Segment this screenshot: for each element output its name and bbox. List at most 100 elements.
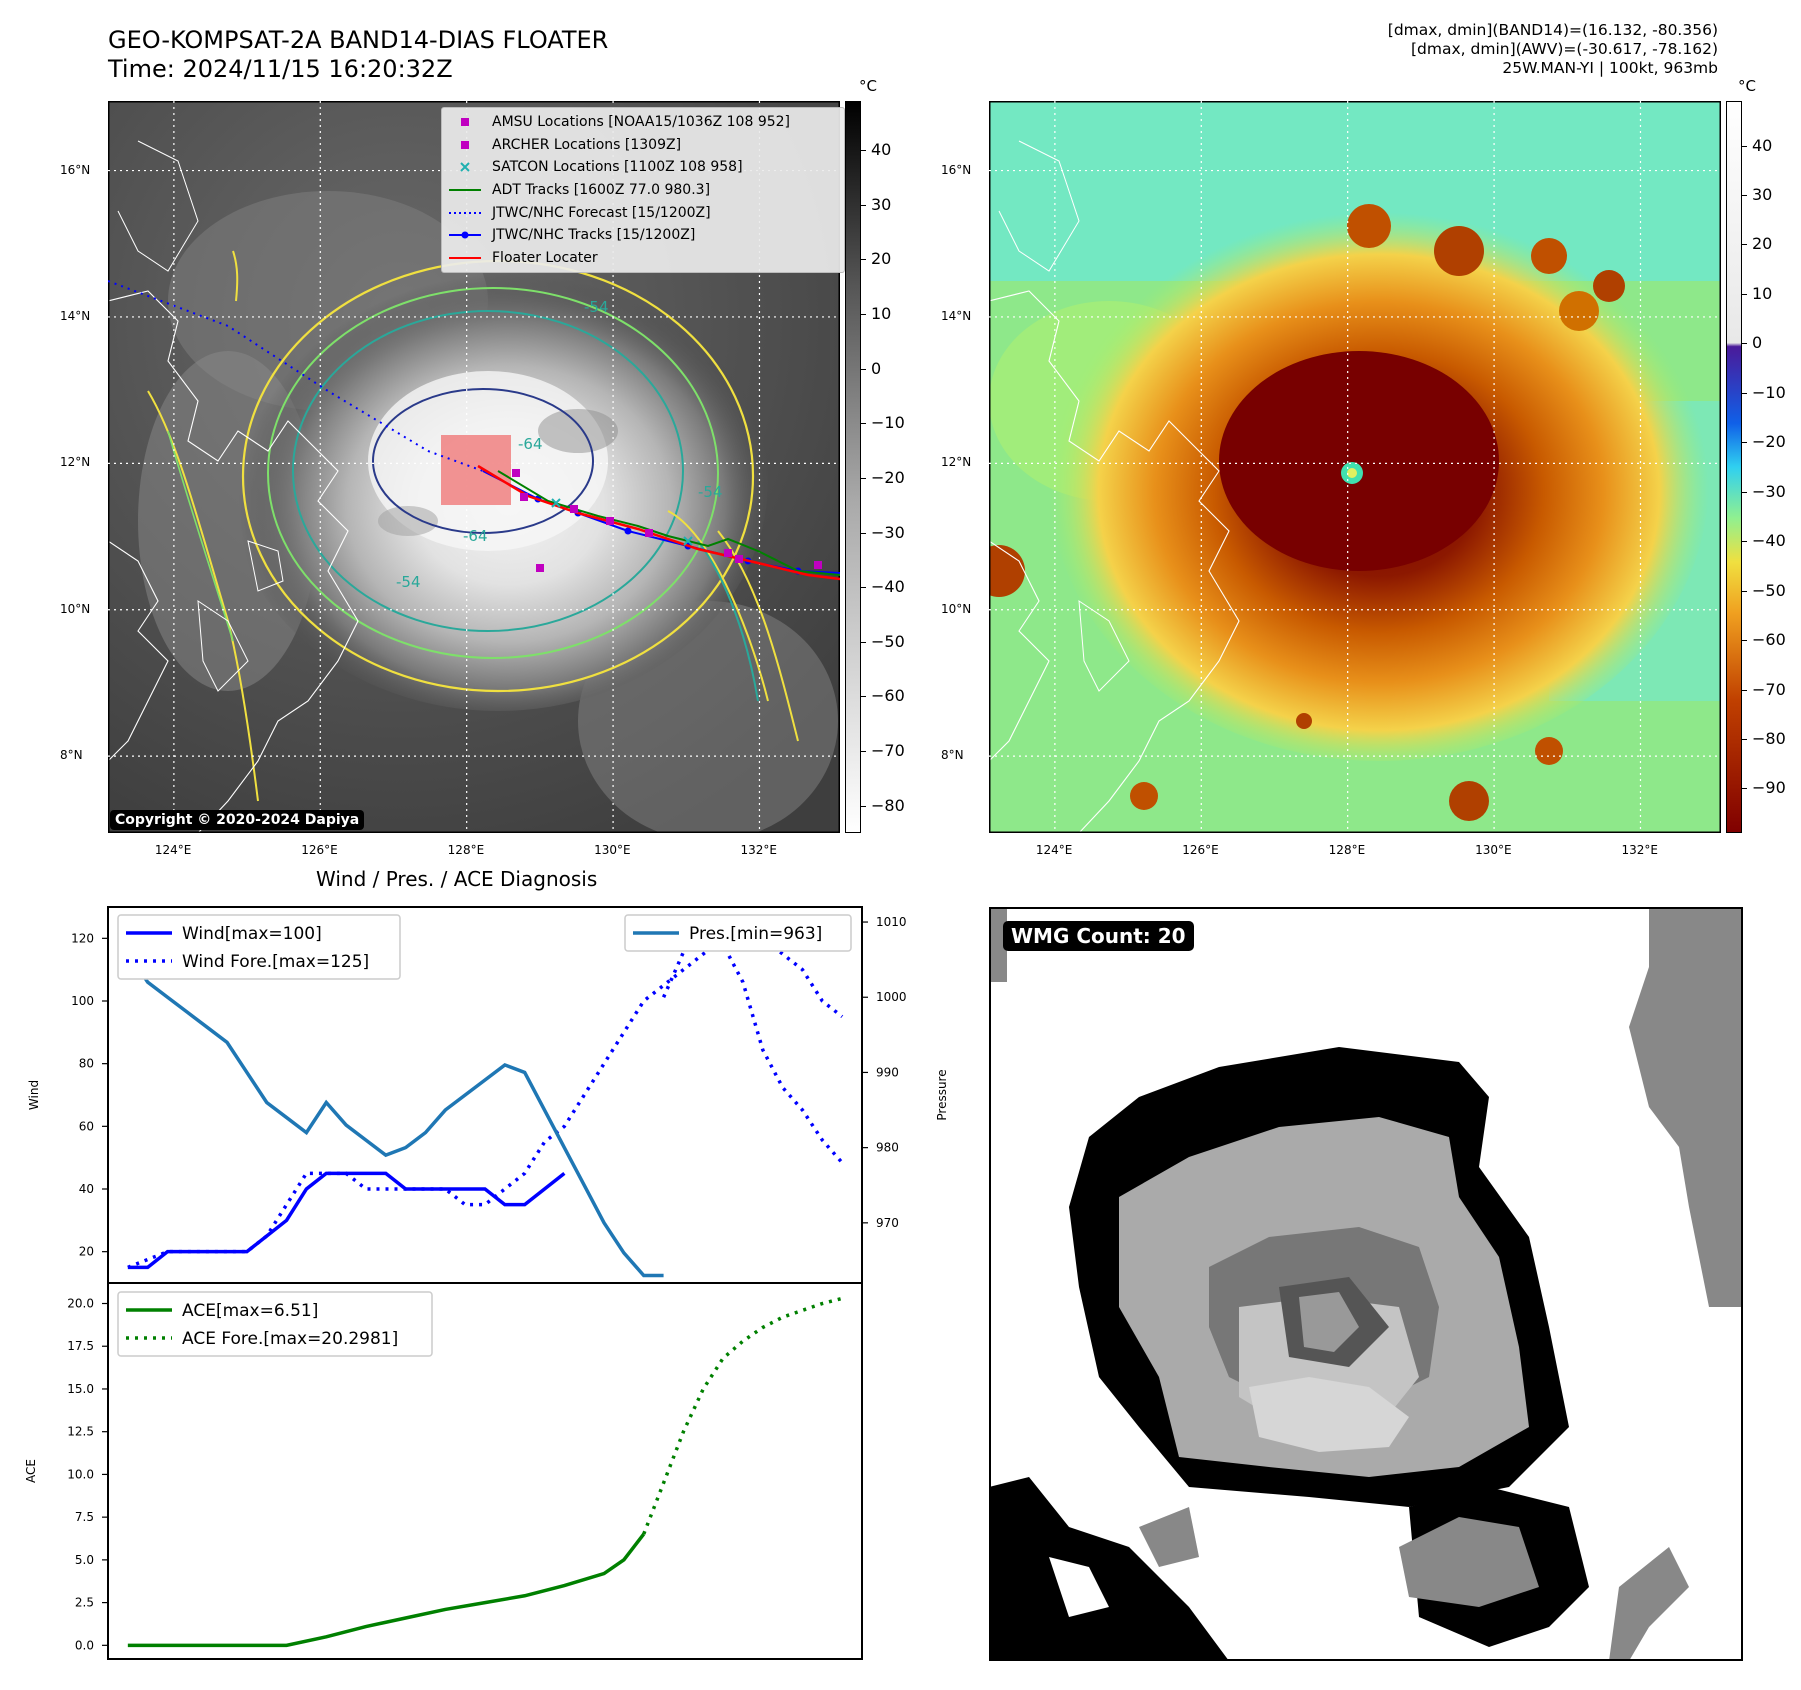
colorbar-tick-label: −60	[1752, 630, 1786, 650]
colorbar-tick-label: 0	[1752, 333, 1763, 353]
colorbar-tick-label: 0	[871, 358, 882, 378]
enhanced-map-lat-label: 12°N	[941, 455, 972, 470]
wind-tick-label: 40	[79, 1182, 94, 1196]
wind-tick-label: 60	[79, 1119, 94, 1133]
enhanced-map-lat-label: 14°N	[941, 308, 972, 323]
enhanced-map-lon-label: 132°E	[1621, 843, 1658, 857]
wind-tick-label: 80	[79, 1057, 94, 1071]
enhanced-map-lat-label: 16°N	[941, 162, 972, 177]
satcon-marker	[551, 498, 561, 508]
colorbar-ir: °C 40 30 20 10 0 −10 −20 −30 −40 −50 −60 −70 −80	[845, 77, 925, 833]
colorbar-tick	[861, 150, 866, 152]
colorbar-tick-label: 40	[1752, 135, 1773, 155]
legend-item: AMSU Locations [NOAA15/1036Z 108 952]	[446, 111, 840, 134]
legend-swatch-line-icon	[449, 189, 481, 192]
contour-label: -54	[396, 573, 421, 591]
ace-line	[127, 1532, 646, 1648]
colorbar-tick	[1742, 145, 1747, 147]
colorbar-ir-scale	[845, 101, 861, 833]
colorbar-enhanced-unit: °C	[1738, 77, 1756, 95]
colorbar-tick	[861, 805, 866, 807]
ir-map-lat-label: 12°N	[60, 455, 91, 470]
ace-tick-label: 2.5	[75, 1596, 94, 1610]
colorbar-tick-label: −20	[1752, 432, 1786, 452]
legend-label: Wind Fore.[max=125]	[182, 952, 369, 972]
colorbar-tick-label: −50	[1752, 580, 1786, 600]
legend-swatch-dotted-icon	[449, 211, 481, 214]
ace-axis-label: ACE	[24, 1459, 38, 1483]
ir-map-lat-label: 16°N	[60, 162, 91, 177]
ace-tick-label: 5.0	[75, 1553, 94, 1567]
colorbar-tick-label: −70	[1752, 679, 1786, 699]
colorbar-tick-label: 40	[871, 140, 892, 160]
pressure-line	[126, 951, 664, 1278]
legend-item: SATCON Locations [1100Z 108 958]	[446, 156, 840, 179]
legend-label: Wind[max=100]	[182, 924, 322, 944]
legend-swatch-x-icon	[460, 162, 470, 173]
diagnosis-chart: 120 100 80 60 40 20 1010 1000 990 980 970 20.0 17.5 1…	[24, 906, 949, 1660]
colorbar-tick	[861, 423, 866, 425]
ir-map-lat-label: 8°N	[60, 748, 83, 763]
colorbar-tick	[1742, 541, 1747, 543]
diagnosis-title: Wind / Pres. / ACE Diagnosis	[316, 867, 598, 891]
colorbar-tick	[861, 314, 866, 316]
ace-tick-label: 12.5	[67, 1425, 94, 1439]
jtwc-track-point	[624, 527, 632, 535]
ir-map-lon-label: 130°E	[594, 843, 631, 857]
enhanced-map-panel	[988, 100, 1722, 834]
colorbar-tick	[1742, 788, 1747, 790]
position-fix-marker	[570, 505, 578, 513]
ace-tick-label: 7.5	[75, 1510, 94, 1524]
colorbar-tick-label: −30	[871, 522, 905, 542]
colorbar-tick	[1742, 293, 1747, 295]
legend-item: JTWC/NHC Forecast [15/1200Z]	[446, 201, 840, 224]
colorbar-ir-unit: °C	[859, 77, 877, 95]
colorbar-tick	[861, 532, 866, 534]
colorbar-tick-label: −30	[1752, 481, 1786, 501]
storm-info: [dmax, dmin](BAND14)=(16.132, -80.356) […	[1388, 21, 1718, 78]
wind-axis-label: Wind	[27, 1080, 41, 1110]
colorbar-tick	[861, 368, 866, 370]
ir-map-lon-label: 128°E	[447, 843, 485, 857]
colorbar-tick-label: −20	[871, 467, 905, 487]
enhanced-map-lon-label: 124°E	[1035, 843, 1073, 857]
ace-legend: ACE[max=6.51] ACE Fore.[max=20.2981]	[117, 1291, 433, 1357]
colorbar-tick	[1742, 343, 1747, 345]
legend-label: JTWC/NHC Forecast [15/1200Z]	[492, 204, 711, 221]
colorbar-tick-label: −40	[1752, 531, 1786, 551]
ace-tick-label: 10.0	[67, 1467, 94, 1481]
legend-label: Pres.[min=963]	[689, 924, 822, 944]
legend-item: JTWC/NHC Tracks [15/1200Z]	[446, 224, 840, 247]
colorbar-tick	[1742, 491, 1747, 493]
colorbar-tick	[1742, 442, 1747, 444]
copyright-badge: Copyright © 2020-2024 Dapiya	[110, 810, 365, 830]
pressure-tick-label: 1010	[876, 915, 907, 929]
colorbar-tick-label: −70	[871, 741, 905, 761]
position-fix-marker	[512, 469, 520, 477]
info-line-2: [dmax, dmin](AWV)=(-30.617, -78.162)	[1411, 40, 1718, 58]
track-overlays: -54 -64 -64 -54 -54	[107, 280, 841, 591]
colorbar-tick	[861, 751, 866, 753]
ace-tick-label: 20.0	[67, 1297, 94, 1311]
chart-title: GEO-KOMPSAT-2A BAND14-DIAS FLOATER Time:…	[108, 26, 608, 84]
ace-axes	[107, 1282, 863, 1660]
wind-line	[127, 1171, 566, 1270]
position-fix-marker	[724, 549, 732, 557]
position-fix-marker	[735, 555, 743, 563]
pressure-tick-label: 990	[876, 1065, 899, 1079]
colorbar-tick-label: −60	[871, 686, 905, 706]
colorbar-tick	[1742, 392, 1747, 394]
ace-tick-label: 15.0	[67, 1382, 94, 1396]
wind-legend: Wind[max=100] Wind Fore.[max=125]	[117, 914, 401, 980]
colorbar-tick-label: −90	[1752, 778, 1786, 798]
title-line-1: GEO-KOMPSAT-2A BAND14-DIAS FLOATER	[108, 26, 609, 54]
title-line-2: Time: 2024/11/15 16:20:32Z	[108, 55, 453, 83]
colorbar-tick-label: −10	[1752, 382, 1786, 402]
map-legend: AMSU Locations [NOAA15/1036Z 108 952] ARC…	[441, 107, 845, 274]
colorbar-tick-label: −50	[871, 631, 905, 651]
enhanced-map-lon-label: 130°E	[1475, 843, 1512, 857]
legend-item: Floater Locater	[446, 247, 840, 270]
position-fix-marker	[645, 529, 653, 537]
colorbar-tick	[1742, 590, 1747, 592]
enhanced-map-lon-label: 126°E	[1182, 843, 1219, 857]
